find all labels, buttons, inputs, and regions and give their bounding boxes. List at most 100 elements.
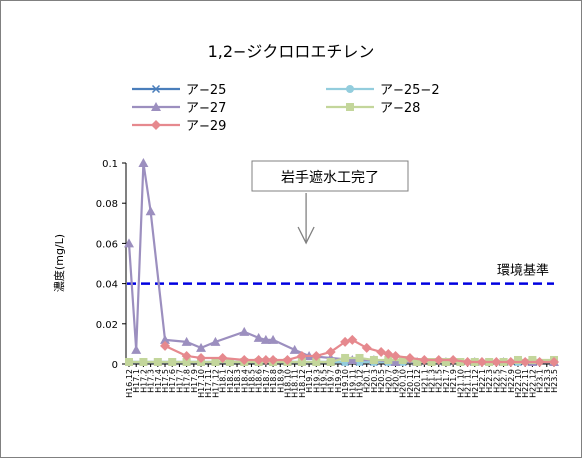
data-point	[448, 354, 459, 365]
x-tick-label: H20.5	[377, 369, 386, 393]
data-point	[282, 354, 293, 365]
data-point	[196, 342, 207, 352]
x-tick-label: H17.7	[175, 369, 184, 393]
data-point	[181, 350, 192, 361]
x-tick-label: H21.5	[435, 369, 444, 393]
data-point	[413, 357, 422, 366]
data-point	[404, 352, 415, 363]
x-tick-label: H19.7	[327, 369, 336, 393]
data-point	[476, 356, 487, 367]
legend-label: ア−25	[186, 83, 226, 98]
x-tick-label: H20.11	[406, 369, 415, 398]
legend-marker	[151, 102, 161, 111]
data-point	[168, 357, 177, 366]
data-point	[289, 344, 300, 354]
data-point	[253, 332, 264, 342]
y-tick-label: 0.02	[96, 320, 118, 331]
x-tick-label: H21.3	[428, 369, 437, 393]
x-tick-label: H17.5	[161, 369, 170, 393]
data-point	[340, 336, 351, 347]
legend-label: ア−27	[186, 101, 226, 116]
data-point	[505, 356, 516, 367]
data-point	[347, 334, 358, 345]
data-point	[131, 344, 142, 354]
x-tick-label: H18.12	[298, 369, 307, 398]
data-point	[355, 353, 364, 362]
y-tick-label: 0.08	[96, 199, 118, 210]
x-tick-labels: H16.12H17.1H17.2H17.3H17.4H17.5H17.6H17.…	[125, 364, 559, 398]
x-tick-label: H22.10	[514, 369, 523, 398]
x-tick-label: H19.9	[334, 369, 343, 393]
x-tick-label: H20.12	[413, 369, 422, 398]
data-point	[260, 354, 271, 365]
x-tick-label: H17.8	[183, 369, 192, 393]
x-tick-label: H17.4	[154, 369, 163, 393]
x-tick-label: H23.5	[550, 369, 559, 393]
data-point	[181, 336, 192, 346]
annotation-text: 岩手遮水工完了	[281, 170, 379, 186]
y-tick-label: 0.04	[96, 280, 118, 291]
annotation: 岩手遮水工完了	[251, 160, 409, 245]
x-tick-label: H18.7	[262, 369, 271, 393]
x-tick-label: H19.3	[312, 369, 321, 393]
data-point	[441, 357, 450, 366]
data-point	[124, 238, 134, 248]
x-tick-label: H18.4	[240, 369, 249, 393]
x-tick-label: H18.6	[255, 369, 264, 393]
data-point	[296, 350, 307, 361]
x-tick-label: H20.10	[399, 369, 408, 398]
x-tick-label: H17.12	[211, 369, 220, 398]
series-5	[160, 334, 559, 367]
legend-item: ア−28	[326, 101, 420, 116]
data-point	[145, 206, 156, 216]
data-point	[376, 346, 387, 357]
x-tick-label: H18.2	[226, 369, 235, 393]
x-tick-label: H22.12	[528, 369, 537, 398]
x-tick-label: H22.3	[485, 369, 494, 393]
data-point	[549, 356, 559, 367]
data-point	[160, 334, 171, 344]
data-point	[326, 357, 335, 366]
data-point	[160, 340, 171, 351]
legend-label: ア−28	[380, 101, 420, 116]
x-tick-label: H18.9	[276, 369, 285, 393]
legend-marker	[346, 85, 354, 93]
x-tick-label: H17.10	[197, 369, 206, 398]
data-point	[534, 356, 545, 367]
data-point	[260, 334, 271, 344]
data-point	[513, 355, 522, 364]
data-point	[211, 357, 220, 366]
data-point	[217, 352, 228, 363]
data-point	[210, 336, 221, 346]
data-point	[384, 355, 393, 364]
legend-label: ア−29	[186, 119, 226, 134]
chart-title: 1,2−ジクロロエチレン	[208, 42, 375, 61]
x-tick-label: H18.1	[219, 369, 228, 393]
x-tick-label: H22.1	[478, 369, 487, 393]
x-tick-label: H17.11	[204, 369, 213, 398]
legend-item: ア−25−2	[326, 83, 440, 98]
data-point	[347, 354, 358, 364]
y-axis-label: 濃度(mg/L)	[52, 234, 66, 292]
x-tick-label: H21.1	[420, 369, 429, 393]
x-tick-label: H20.1	[363, 369, 372, 393]
x-tick-label: H17.9	[190, 369, 199, 393]
data-point	[311, 350, 322, 361]
data-point	[520, 356, 531, 367]
x-tick-label: H19.1	[305, 369, 314, 393]
legend-item: ア−29	[132, 119, 226, 134]
x-tick-label: H19.12	[356, 369, 365, 398]
x-tick-label: H18.11	[291, 369, 300, 398]
y-tick-label: 0.06	[96, 239, 118, 250]
x-tick-label: H22.11	[521, 369, 530, 398]
data-point	[462, 356, 473, 367]
legend: ア−25 ア−25−2 ア−27 ア−28 ア−29	[132, 83, 440, 134]
x-tick-label: H19.10	[341, 369, 350, 398]
legend-marker	[151, 84, 161, 94]
annotation-arrow-head	[297, 226, 315, 245]
x-tick-label: H22.7	[500, 369, 509, 393]
data-point	[369, 355, 378, 364]
x-tick-label: H19.11	[348, 369, 357, 398]
data-point	[312, 357, 321, 366]
